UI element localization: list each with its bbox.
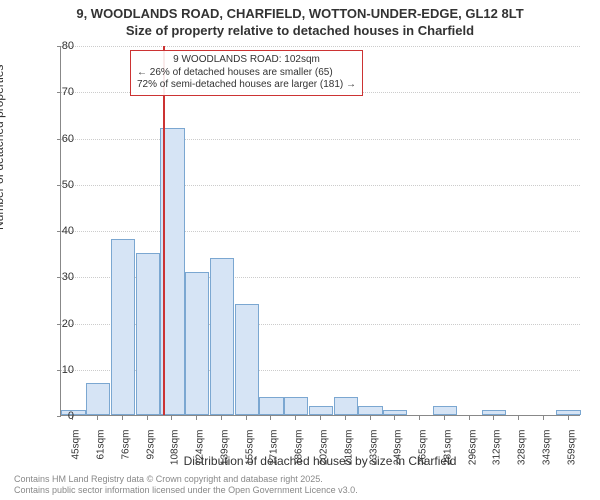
gridline — [61, 185, 580, 186]
histogram-bar — [111, 239, 135, 415]
ytick-label: 30 — [44, 271, 74, 283]
ytick-label: 80 — [44, 40, 74, 52]
ytick-label: 40 — [44, 225, 74, 237]
chart-container: 9, WOODLANDS ROAD, CHARFIELD, WOTTON-UND… — [0, 0, 600, 500]
histogram-bar — [235, 304, 259, 415]
histogram-bar — [556, 410, 580, 415]
histogram-bar — [284, 397, 308, 416]
xtick-mark — [295, 416, 296, 420]
histogram-bar — [309, 406, 333, 415]
xtick-mark — [320, 416, 321, 420]
xtick-mark — [419, 416, 420, 420]
attribution-footer: Contains HM Land Registry data © Crown c… — [14, 474, 358, 496]
xtick-mark — [345, 416, 346, 420]
histogram-bar — [185, 272, 209, 415]
histogram-bar — [210, 258, 234, 415]
histogram-bar — [136, 253, 160, 415]
y-axis-label: Number of detached properties — [0, 65, 6, 230]
footer-line-1: Contains HM Land Registry data © Crown c… — [14, 474, 358, 485]
ytick-label: 50 — [44, 179, 74, 191]
plot-box — [60, 46, 580, 416]
xtick-mark — [568, 416, 569, 420]
footer-line-2: Contains public sector information licen… — [14, 485, 358, 496]
histogram-bar — [482, 410, 506, 415]
x-axis-label: Distribution of detached houses by size … — [60, 454, 580, 468]
xtick-mark — [122, 416, 123, 420]
xtick-mark — [493, 416, 494, 420]
property-marker-line — [163, 46, 165, 415]
chart-title: 9, WOODLANDS ROAD, CHARFIELD, WOTTON-UND… — [0, 0, 600, 40]
callout-line-3: 72% of semi-detached houses are larger (… — [137, 79, 356, 92]
gridline — [61, 231, 580, 232]
gridline — [61, 46, 580, 47]
xtick-mark — [370, 416, 371, 420]
xtick-mark — [518, 416, 519, 420]
title-line-2: Size of property relative to detached ho… — [0, 23, 600, 40]
xtick-mark — [171, 416, 172, 420]
title-line-1: 9, WOODLANDS ROAD, CHARFIELD, WOTTON-UND… — [0, 6, 600, 23]
xtick-mark — [270, 416, 271, 420]
gridline — [61, 139, 580, 140]
xtick-mark — [147, 416, 148, 420]
ytick-label: 0 — [44, 410, 74, 422]
ytick-label: 70 — [44, 86, 74, 98]
xtick-mark — [196, 416, 197, 420]
xtick-mark — [97, 416, 98, 420]
chart-plot-area: 9 WOODLANDS ROAD: 102sqm ← 26% of detach… — [60, 46, 580, 416]
histogram-bar — [86, 383, 110, 415]
xtick-mark — [543, 416, 544, 420]
ytick-label: 10 — [44, 364, 74, 376]
histogram-bar — [334, 397, 358, 416]
histogram-bar — [358, 406, 382, 415]
histogram-bar — [259, 397, 283, 416]
marker-callout: 9 WOODLANDS ROAD: 102sqm ← 26% of detach… — [130, 50, 363, 96]
callout-line-1: 9 WOODLANDS ROAD: 102sqm — [137, 54, 356, 67]
xtick-mark — [469, 416, 470, 420]
xtick-mark — [221, 416, 222, 420]
xtick-mark — [246, 416, 247, 420]
ytick-label: 20 — [44, 318, 74, 330]
histogram-bar — [383, 410, 407, 415]
xtick-mark — [394, 416, 395, 420]
histogram-bar — [433, 406, 457, 415]
ytick-label: 60 — [44, 133, 74, 145]
callout-line-2: ← 26% of detached houses are smaller (65… — [137, 67, 356, 80]
xtick-mark — [444, 416, 445, 420]
